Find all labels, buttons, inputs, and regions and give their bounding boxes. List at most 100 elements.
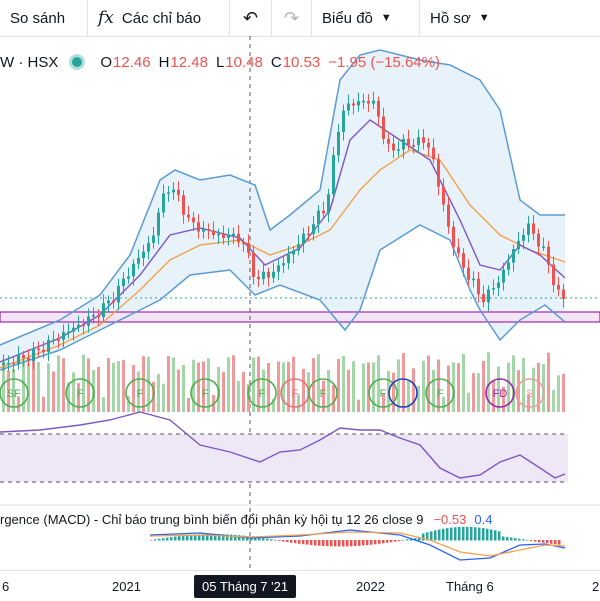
volume-bar [57,355,60,412]
volume-bar [182,364,185,412]
volume-bar [342,356,345,412]
close-value: 10.53 [282,53,321,71]
volume-bar [132,364,135,412]
macd-histogram-bar [378,540,381,544]
volume-bar [497,366,500,412]
candle-body [52,339,55,342]
macd-histogram-bar [346,540,349,547]
symbol-label[interactable]: W · HSX [0,53,59,71]
macd-histogram-bar [402,539,405,541]
chart-menu-button[interactable]: Biểu đồ ▼ [312,0,420,36]
macd-histogram-bar [298,540,301,544]
candle-body [502,269,505,283]
macd-histogram-bar [486,528,489,541]
volume-bar [82,354,85,412]
candle-body [232,233,235,236]
candle-body [237,233,240,243]
time-axis[interactable]: 6 2021 05 Tháng 7 '21 2022 Tháng 6 2 [0,570,600,601]
candle-body [2,362,5,365]
macd-histogram-bar [542,540,545,543]
macd-histogram [150,526,561,547]
volume-bar [142,356,145,412]
moving-average-slow [0,149,566,369]
macd-histogram-bar [198,534,201,541]
candle-body [497,282,500,289]
undo-button[interactable]: ↶ [230,0,272,36]
volume-bar [237,381,240,412]
signal-label: F [380,388,387,400]
macd-histogram-bar [178,536,181,541]
volume-bar [562,373,565,412]
profile-menu-button[interactable]: Hồ sơ ▼ [420,0,516,36]
volume-bar [112,362,115,412]
volume-bar [382,393,385,412]
macd-histogram-bar [286,540,289,543]
volume-bar [177,369,180,412]
volume-bar [147,356,150,412]
signal-marker [368,378,398,408]
candle-body [242,242,245,244]
volume-bar [432,369,435,412]
indicators-button[interactable]: fx Các chỉ báo [88,0,230,36]
compare-button[interactable]: So sánh [0,0,88,36]
volume-bar [62,358,65,412]
volume-bar [12,368,15,412]
low-value: 10.48 [225,53,263,71]
macd-histogram-bar [526,539,529,541]
candle-body [532,223,535,234]
volume-bar [392,372,395,412]
volume-bar [67,382,70,412]
candle-body [307,233,310,236]
volume-bar [197,362,200,412]
candle-body [547,246,550,265]
volume-bar [447,365,450,412]
macd-line [149,529,566,561]
support-zone [0,311,600,323]
volume-bar [42,396,45,412]
volume-bar [522,357,525,412]
volume-bar [477,373,480,412]
volume-bar [292,356,295,412]
macd-histogram-bar [434,530,437,541]
candle-body [322,210,325,214]
crosshair-time-label: 05 Tháng 7 '21 [194,575,297,598]
candle-body [287,254,290,264]
macd-histogram-bar [374,540,377,545]
macd-histogram-bar [314,540,317,546]
signal-marker [190,378,220,408]
bollinger-upper [0,49,565,346]
price-chart[interactable]: SF F F F F F F F F FD S [0,0,600,570]
macd-histogram-bar [326,540,329,547]
macd-histogram-bar [186,535,189,541]
volume-bar [127,395,130,412]
candle-body [437,159,440,187]
volume-bar [417,385,420,412]
macd-histogram-bar [386,540,389,543]
macd-histogram-bar [294,540,297,544]
candle-body [557,285,560,290]
macd-histogram-bar [182,535,185,541]
candle-body [187,214,190,218]
candle-body [212,230,215,235]
macd-legend: rgence (MACD) - Chỉ báo trung bình biến … [0,512,492,527]
redo-icon: ↷ [283,7,300,28]
candle-body [347,103,350,111]
macd-histogram-bar [426,532,429,541]
volume-bar [97,366,100,412]
volume-bar [267,362,270,412]
macd-histogram-bar [334,540,337,547]
signal-label: S [526,388,533,400]
volume-bar [137,371,140,412]
market-status-icon [72,57,83,67]
candle-body [57,339,60,342]
redo-button[interactable]: ↷ [272,0,312,36]
macd-histogram-bar [454,527,457,541]
candlesticks [2,91,565,373]
volume-bar [22,356,25,412]
macd-histogram-bar [506,536,509,541]
macd-histogram-bar [442,528,445,541]
volume-bar [527,393,530,412]
candle-body [542,246,545,249]
volume-bar [187,398,190,412]
volume-bar [257,356,260,412]
